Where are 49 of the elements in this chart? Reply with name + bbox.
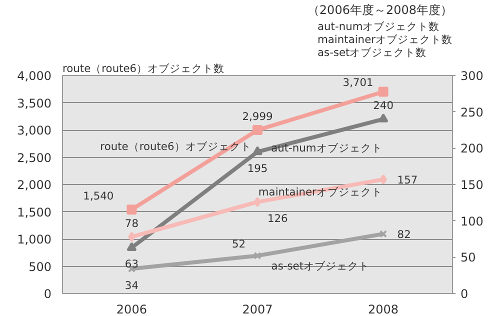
data-label: 82 [397, 228, 411, 241]
series-label: as-setオブジェクト [271, 259, 370, 272]
data-label: 1,540 [83, 190, 114, 203]
x-tick-label: 2008 [368, 302, 399, 316]
y2-tick-label: 0 [460, 287, 468, 301]
y-axis-title: route（route6）オブジェクト数 [62, 62, 225, 75]
point [252, 125, 262, 136]
y-tick-label: 1,000 [17, 232, 52, 246]
point [252, 146, 262, 156]
data-label: 78 [124, 216, 139, 230]
y2-tick-label: 50 [460, 250, 476, 265]
y-tick-label: 3,000 [17, 124, 52, 138]
series-label: maintainerオブジェクト [258, 185, 382, 198]
point [128, 232, 136, 242]
y2-tick-label: 200 [460, 142, 484, 156]
y-tick-label: 2,500 [17, 150, 52, 165]
point [254, 252, 262, 260]
data-label: 157 [397, 173, 418, 186]
x-tick-label: 2007 [242, 302, 273, 316]
point [126, 242, 137, 252]
y2-axis-title: aut-numオブジェクト数 maintainerオブジェクト数 as-setオブジェクト数 [318, 20, 453, 59]
point [126, 204, 137, 215]
series-label: aut-numオブジェクト [271, 142, 382, 155]
data-label: 126 [268, 212, 288, 225]
y-tick-label: 4,000 [17, 69, 52, 83]
y-tick-label: 500 [28, 260, 52, 274]
y-tick-label: 3,500 [17, 96, 52, 110]
point [379, 230, 388, 238]
y2-tick-label: 100 [460, 214, 484, 228]
point [378, 86, 388, 97]
chart-title: （2006年度～2008年度） [307, 3, 452, 17]
y2-tick-label: 250 [460, 105, 484, 120]
y2-tick-label: 300 [460, 69, 484, 83]
point [380, 174, 387, 184]
data-label: 2,999 [242, 110, 273, 124]
y-tick-label: 0 [44, 287, 52, 301]
data-label: 240 [373, 99, 394, 112]
data-label: 34 [124, 278, 139, 292]
data-label: 195 [247, 162, 268, 175]
y-tick-label: 1,500 [17, 205, 52, 220]
y2-tick-label: 150 [460, 178, 484, 192]
data-label: 3,701 [342, 76, 374, 89]
y-tick-label: 2,000 [17, 178, 52, 192]
point [378, 113, 388, 122]
x-tick-label: 2006 [116, 302, 147, 316]
point [254, 196, 262, 207]
data-label: 52 [232, 238, 246, 251]
series-label: route（route6）オブジェクト [100, 140, 252, 153]
data-label: 63 [124, 258, 138, 271]
